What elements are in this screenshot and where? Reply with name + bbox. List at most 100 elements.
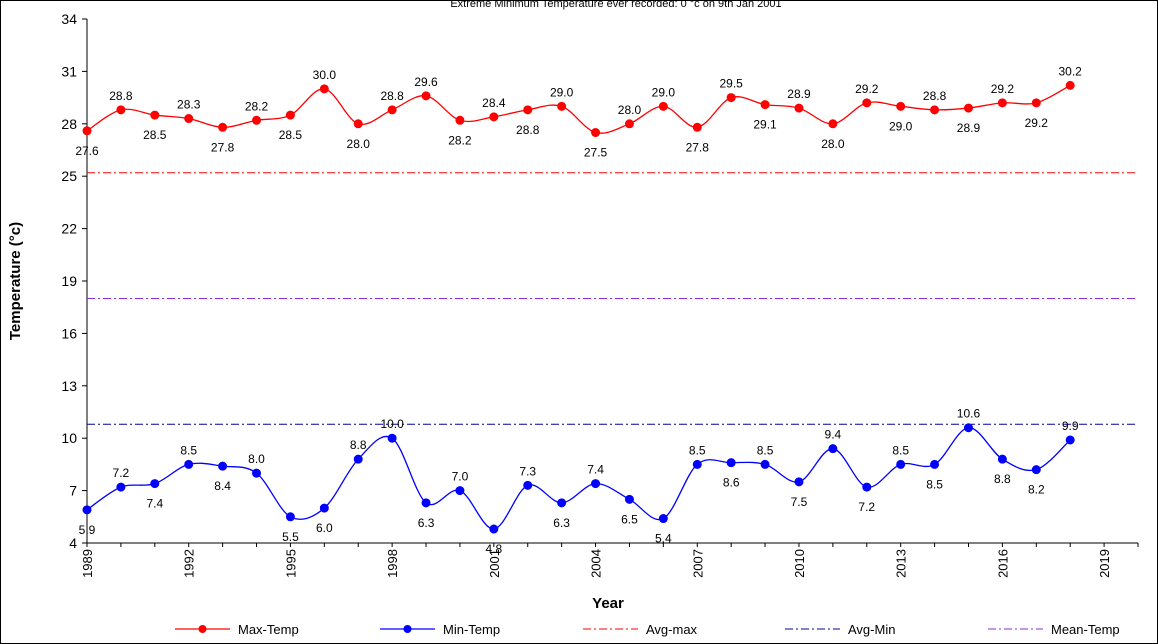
min-temp-point <box>421 498 431 508</box>
min-temp-data-label: 7.2 <box>113 466 130 480</box>
max-temp-point <box>692 122 702 132</box>
max-temp-point <box>150 110 160 120</box>
legend-avg-max-label: Avg-max <box>646 622 698 637</box>
reference-lines <box>87 172 1138 425</box>
max-temp-data-label: 28.5 <box>279 128 303 142</box>
x-tick-label: 2013 <box>894 549 909 578</box>
min-temp-point <box>726 458 736 468</box>
max-temp-data-label: 28.8 <box>516 123 540 137</box>
min-temp-data-label: 7.0 <box>452 470 469 484</box>
max-temp-point <box>387 105 397 115</box>
min-temp-point <box>116 482 126 492</box>
max-temp-data-label: 29.5 <box>719 77 743 91</box>
min-temp-data-label: 7.4 <box>146 497 163 511</box>
y-tick-label: 31 <box>61 63 77 79</box>
max-temp-data-label: 28.3 <box>177 98 201 112</box>
min-temp-data-label: 6.5 <box>621 512 638 526</box>
min-temp-data-label: 8.5 <box>757 443 774 457</box>
max-temp-data-label: 30.2 <box>1059 64 1083 78</box>
max-temp-data-label: 29.0 <box>889 119 913 133</box>
max-temp-point <box>726 93 736 103</box>
max-temp-data-label: 29.1 <box>753 118 777 132</box>
min-temp-point <box>319 503 329 513</box>
legend: Max-Temp Min-Temp Avg-max Avg-Min Mean-Temp <box>175 622 1120 637</box>
max-temp-point <box>218 122 228 132</box>
max-temp-data-label: 28.2 <box>245 99 269 113</box>
min-temp-point <box>794 477 804 487</box>
max-temp-point <box>523 105 533 115</box>
y-tick-label: 13 <box>61 378 77 394</box>
max-temp-data-label: 27.8 <box>686 140 710 154</box>
min-temp-point <box>862 482 872 492</box>
x-tick-label: 2016 <box>995 549 1010 578</box>
x-tick-label: 1992 <box>182 549 197 578</box>
min-temp-point <box>150 479 160 489</box>
min-temp-point <box>523 480 533 490</box>
min-temp-data-label: 8.6 <box>723 476 740 490</box>
min-temp-data-label: 9.4 <box>825 428 842 442</box>
max-temp-point <box>963 103 973 113</box>
max-temp-point <box>794 103 804 113</box>
max-temp-point <box>930 105 940 115</box>
min-temp-point <box>1065 435 1075 445</box>
max-temp-point <box>760 100 770 110</box>
min-temp-data-label: 5.5 <box>282 530 299 544</box>
max-temp-point <box>896 101 906 111</box>
y-tick-label: 34 <box>61 11 77 27</box>
chart-subtitle: Extreme Minimum Temperature ever recorde… <box>450 0 781 10</box>
min-temp-data-label: 8.5 <box>926 477 943 491</box>
max-temp-data-label: 27.6 <box>75 144 99 158</box>
min-temp-data-label: 5.4 <box>655 532 672 546</box>
legend-max-temp-marker <box>198 625 207 633</box>
max-temp-data-label: 29.2 <box>855 82 879 96</box>
min-temp-data-label: 7.2 <box>858 500 875 514</box>
x-tick-label: 2001 <box>487 549 502 578</box>
legend-avg-min-label: Avg-Min <box>848 622 895 637</box>
axes: 4 7 10 13 16 19 22 25 28 31 34 1989 1992 1995 1998 2001… <box>61 11 1139 578</box>
max-temp-point <box>353 119 363 129</box>
min-temp-point <box>1031 465 1041 475</box>
min-temp-data-label: 6.3 <box>553 516 570 530</box>
min-temp-point <box>896 459 906 469</box>
max-temp-data-label: 28.5 <box>143 128 167 142</box>
y-tick-label: 19 <box>61 273 77 289</box>
max-temp-data-label: 29.2 <box>1025 116 1049 130</box>
max-temp-data-label: 28.0 <box>347 137 371 151</box>
max-temp-data-label: 27.8 <box>211 140 235 154</box>
min-temp-data-label: 10.6 <box>957 407 981 421</box>
max-temp-data-label: 28.8 <box>380 89 404 103</box>
max-temp-point <box>658 101 668 111</box>
min-temp-point <box>252 468 262 478</box>
max-temp-data-label: 28.2 <box>448 133 472 147</box>
max-temp-point <box>82 126 92 136</box>
max-temp-data-label: 28.8 <box>109 89 133 103</box>
max-temp-data-label: 28.9 <box>957 121 981 135</box>
min-temp-data-label: 5.9 <box>79 523 96 537</box>
series-layer: 27.6 28.8 28.5 28.3 27.8 28.2 28.5 30.0 28.0 28.8… <box>75 64 1082 556</box>
max-temp-point <box>285 110 295 120</box>
y-tick-label: 28 <box>61 116 77 132</box>
min-temp-point <box>184 459 194 469</box>
min-temp-data-label: 8.5 <box>180 443 197 457</box>
max-temp-data-label: 29.2 <box>991 82 1015 96</box>
min-temp-data-label: 4.8 <box>485 542 502 556</box>
min-temp-point <box>285 512 295 522</box>
max-temp-data-label: 28.0 <box>618 103 642 117</box>
max-temp-point <box>252 115 262 125</box>
x-tick-label: 1998 <box>385 549 400 578</box>
y-tick-label: 4 <box>69 535 77 551</box>
max-temp-point <box>319 84 329 94</box>
y-tick-label: 10 <box>61 430 77 446</box>
min-temp-data-label: 7.4 <box>587 463 604 477</box>
y-axis-title: Temperature (°c) <box>7 222 24 340</box>
min-temp-data-label: 8.8 <box>350 438 367 452</box>
y-tick-label: 25 <box>61 168 77 184</box>
min-temp-data-label: 9.9 <box>1062 419 1079 433</box>
legend-max-temp-label: Max-Temp <box>238 622 299 637</box>
max-temp-point <box>184 114 194 124</box>
max-temp-data-label: 29.0 <box>652 85 676 99</box>
min-temp-point <box>455 486 465 496</box>
x-tick-label: 2004 <box>589 549 604 578</box>
min-temp-point <box>353 454 363 464</box>
x-axis-title: Year <box>592 595 624 612</box>
